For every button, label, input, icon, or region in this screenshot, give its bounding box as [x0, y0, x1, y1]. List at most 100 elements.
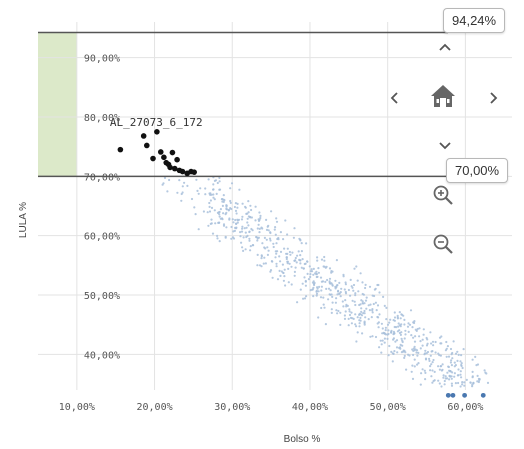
- bulk-point: [438, 336, 442, 339]
- y-axis-ticks: 40,00% 50,00% 60,00% 70,00% 80,00% 90,00%: [84, 54, 120, 362]
- bulk-point: [355, 325, 358, 328]
- bulk-point: [460, 362, 463, 365]
- zoom-in-button[interactable]: [430, 182, 456, 208]
- bulk-point: [383, 304, 386, 307]
- bulk-point: [328, 293, 331, 296]
- bulk-point: [264, 247, 267, 250]
- bulk-point: [256, 253, 259, 256]
- bulk-point: [302, 267, 305, 270]
- bulk-point: [294, 256, 297, 260]
- selected-point[interactable]: [171, 165, 178, 172]
- bulk-point: [399, 317, 402, 320]
- bulk-point: [358, 325, 361, 328]
- bulk-point: [457, 353, 460, 356]
- selected-point[interactable]: [174, 156, 180, 163]
- bulk-point: [311, 281, 315, 284]
- bulk-point: [397, 325, 400, 328]
- bulk-point: [250, 208, 253, 212]
- bulk-point: [379, 339, 382, 342]
- bulk-point: [241, 225, 244, 228]
- selected-point[interactable]: [154, 129, 160, 135]
- bulk-point: [429, 354, 432, 357]
- bulk-point: [426, 342, 429, 345]
- bulk-point: [207, 224, 210, 227]
- bulk-point: [460, 364, 463, 368]
- bulk-point: [218, 213, 221, 216]
- bulk-point: [282, 279, 285, 282]
- selected-point[interactable]: [117, 146, 124, 153]
- bulk-point: [442, 374, 445, 377]
- selected-point[interactable]: [167, 164, 173, 171]
- selected-point[interactable]: [179, 168, 186, 175]
- bulk-point: [448, 378, 451, 381]
- bulk-point: [286, 252, 289, 255]
- reset-view-button[interactable]: [430, 83, 456, 109]
- bulk-point: [247, 224, 250, 227]
- bulk-point: [432, 344, 435, 347]
- bulk-point: [161, 183, 164, 186]
- bulk-point: [263, 256, 266, 259]
- selected-point[interactable]: [157, 149, 164, 155]
- bulk-point: [304, 284, 307, 287]
- y-tick-label: 90,00%: [84, 54, 120, 65]
- bulk-point: [199, 187, 202, 190]
- bulk-point: [392, 319, 395, 322]
- bulk-point: [218, 215, 221, 218]
- bulk-point: [216, 211, 219, 214]
- bulk-point: [331, 283, 334, 286]
- bulk-point: [306, 260, 309, 263]
- selected-point[interactable]: [143, 142, 150, 149]
- bulk-point: [320, 258, 324, 261]
- pan-down-button[interactable]: [432, 133, 458, 159]
- pan-right-button[interactable]: [480, 85, 506, 111]
- pan-up-button[interactable]: [432, 34, 458, 60]
- bulk-point: [413, 358, 416, 361]
- bulk-point: [293, 274, 296, 277]
- bulk-point: [312, 267, 315, 270]
- selected-point[interactable]: [161, 154, 167, 161]
- selected-points[interactable]: [117, 129, 197, 177]
- x-tick-label: 30,00%: [214, 402, 250, 413]
- bulk-point: [363, 321, 366, 325]
- bulk-point: [316, 287, 319, 290]
- bulk-point: [339, 291, 342, 294]
- bulk-point: [259, 214, 262, 217]
- bulk-point: [400, 351, 403, 354]
- selected-point[interactable]: [191, 169, 197, 175]
- bulk-point: [316, 259, 319, 262]
- bulk-point: [268, 237, 272, 240]
- bulk-point: [352, 317, 355, 320]
- bulk-point: [296, 301, 299, 304]
- bulk-point: [234, 202, 237, 205]
- bulk-point: [424, 349, 427, 352]
- bulk-point: [432, 358, 435, 362]
- bulk-point: [331, 301, 334, 304]
- selected-point[interactable]: [169, 149, 176, 156]
- bulk-point: [350, 322, 353, 325]
- zoom-out-button[interactable]: [430, 231, 456, 257]
- bulk-point: [293, 259, 296, 262]
- bulk-point: [278, 269, 281, 272]
- bulk-point: [416, 363, 419, 366]
- bulk-point: [324, 323, 327, 326]
- bulk-point: [305, 242, 308, 245]
- bulk-point: [431, 369, 434, 372]
- bulk-point: [272, 242, 275, 245]
- bulk-point: [290, 283, 293, 286]
- bulk-point: [236, 206, 239, 209]
- bulk-point: [348, 308, 351, 311]
- selected-point[interactable]: [140, 133, 147, 139]
- selected-point[interactable]: [150, 155, 156, 162]
- bulk-point: [283, 268, 286, 271]
- bulk-point: [392, 337, 395, 340]
- bulk-point: [225, 226, 228, 229]
- bulk-point: [441, 368, 444, 371]
- bulk-point: [238, 188, 241, 191]
- bulk-point: [426, 350, 430, 354]
- bulk-point: [407, 330, 410, 333]
- bulk-point: [430, 342, 433, 345]
- pan-left-button[interactable]: [382, 85, 408, 111]
- bulk-point: [347, 288, 350, 292]
- bulk-point: [234, 222, 238, 225]
- bulk-point: [330, 311, 333, 314]
